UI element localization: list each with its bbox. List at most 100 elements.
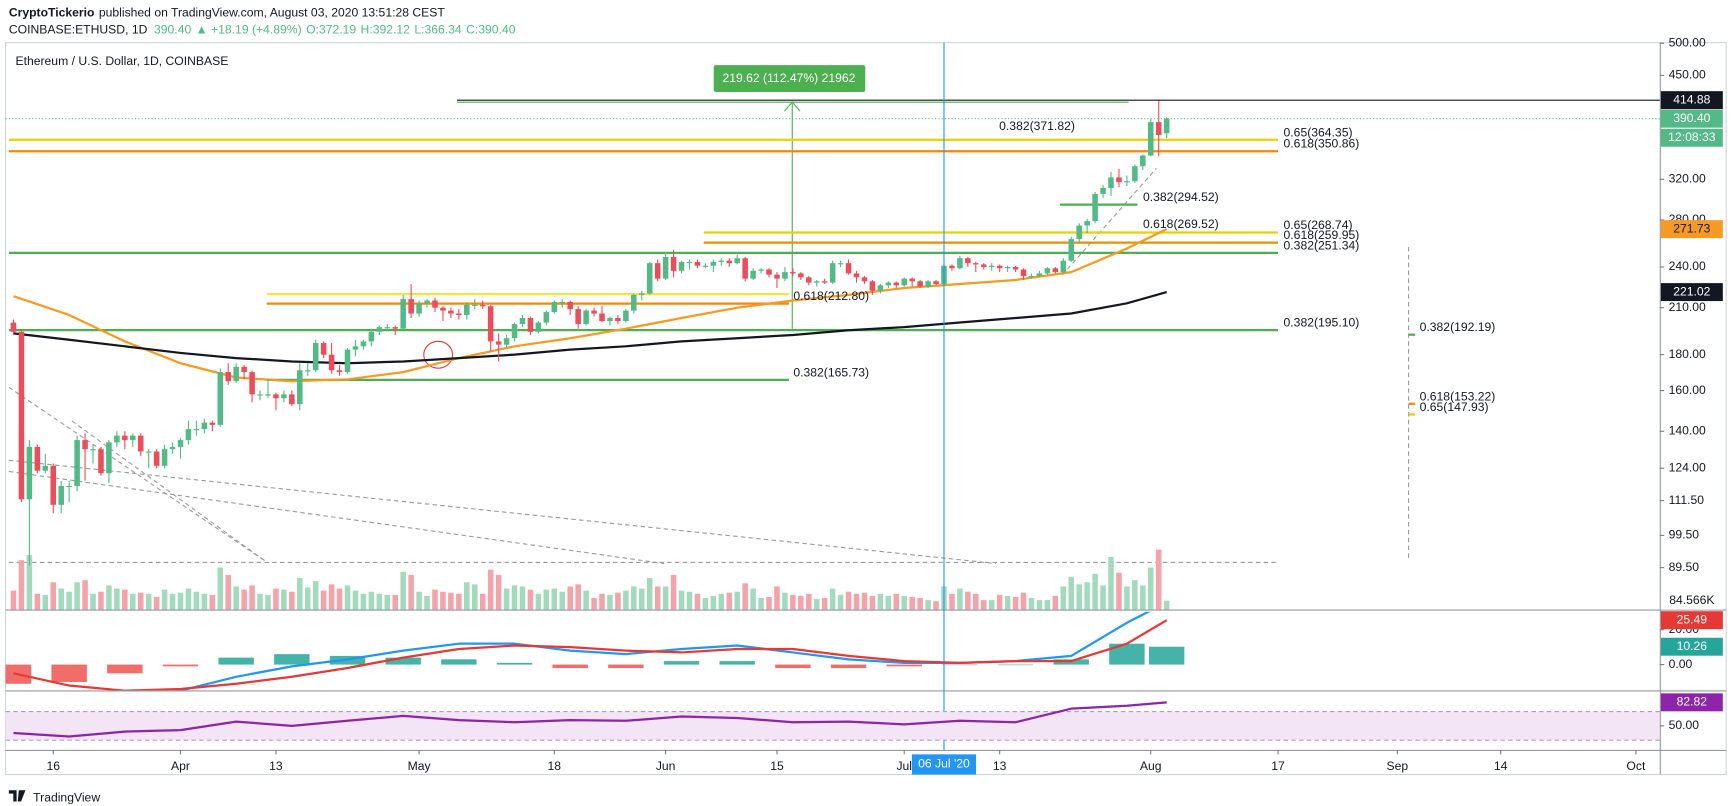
candle-body xyxy=(654,263,661,279)
volume-bar xyxy=(973,593,979,610)
candle-body xyxy=(742,258,748,279)
volume-bar xyxy=(153,596,160,610)
volume-bar xyxy=(893,593,900,610)
candle-body xyxy=(988,265,995,267)
volume-bar xyxy=(623,590,629,610)
candle-body xyxy=(535,322,542,332)
volume-bar xyxy=(591,598,597,610)
volume xyxy=(10,549,1170,610)
volume-bar xyxy=(996,594,1003,610)
volume-bar xyxy=(392,594,398,610)
measure-text: 219.62 (112.47%) 21962 xyxy=(722,71,855,85)
candle-body xyxy=(193,429,200,431)
change: ▲ +18.19 (+4.89%) xyxy=(196,22,302,36)
volume-bar xyxy=(169,593,176,610)
volume-bar xyxy=(312,581,319,610)
volume-bar xyxy=(42,594,49,610)
volume-bar xyxy=(806,593,812,610)
price-label: 25.49 xyxy=(1677,612,1708,626)
y-tick-label: 89.50 xyxy=(1669,560,1700,574)
candle-body xyxy=(273,394,279,399)
price-label: 10.26 xyxy=(1677,639,1708,653)
price-label-box xyxy=(1660,693,1723,712)
fib-label: 0.65(147.93) xyxy=(1420,400,1489,414)
y-tick-label: 450.00 xyxy=(1669,68,1706,82)
candle-body xyxy=(82,440,88,450)
macd-histogram-bar xyxy=(997,664,1034,666)
y-tick-label: 180.00 xyxy=(1669,347,1706,361)
x-tick-label: 13 xyxy=(269,759,283,773)
candle-body xyxy=(694,261,701,266)
volume-bar xyxy=(686,591,693,610)
header-line: CryptoTickerio published on TradingView.c… xyxy=(9,6,445,20)
candle-body xyxy=(750,270,756,279)
volume-bar xyxy=(360,593,367,610)
fib-label: 0.382(195.10) xyxy=(1284,316,1360,330)
volume-bar xyxy=(869,595,876,610)
volume-bar xyxy=(670,574,677,610)
volume-bar xyxy=(1092,573,1098,610)
macd-histogram-bar xyxy=(552,664,588,669)
fib-label: 0.382(251.34) xyxy=(1284,238,1360,252)
candle-body xyxy=(933,281,939,284)
volume-bar xyxy=(726,592,733,610)
macd-histogram-bar xyxy=(886,664,922,667)
volume-bar xyxy=(177,592,184,610)
volume-bar xyxy=(511,585,518,610)
macd-histogram-bar xyxy=(1109,643,1145,665)
volume-bar xyxy=(1004,595,1011,610)
moving-average xyxy=(13,291,1167,365)
candle-body xyxy=(543,312,550,323)
candle-body xyxy=(495,341,502,345)
volume-bar xyxy=(718,593,725,610)
volume-bar xyxy=(281,589,287,610)
candle-body xyxy=(623,310,629,322)
volume-bar xyxy=(90,593,96,610)
candle-body xyxy=(74,440,80,486)
countdown: 12:08:33 xyxy=(1668,130,1716,144)
candle-body xyxy=(511,324,518,339)
price-label-box xyxy=(1660,637,1723,656)
volume-bar xyxy=(193,591,200,610)
y-tick-label: 140.00 xyxy=(1669,423,1706,437)
x-tick-label: 14 xyxy=(1494,759,1508,773)
candle-body xyxy=(965,258,971,264)
volume-bar xyxy=(615,592,621,610)
trend-line xyxy=(8,386,266,562)
candle-body xyxy=(18,331,25,500)
measure-arrow-head xyxy=(784,101,801,112)
trend-line xyxy=(71,420,266,562)
volume-bar xyxy=(114,588,120,610)
candle-body xyxy=(551,301,558,313)
candle-body xyxy=(50,465,57,505)
fib-label: 0.382(371.82) xyxy=(999,119,1075,133)
volume-bar xyxy=(758,598,764,610)
macd-histogram-bar xyxy=(830,664,867,669)
candle-body xyxy=(1004,266,1011,269)
volume-bar xyxy=(980,600,987,610)
volume-bar xyxy=(694,593,701,610)
candle-body xyxy=(161,449,168,466)
volume-bar xyxy=(901,595,907,610)
volume-bar xyxy=(145,593,152,610)
volume-bar xyxy=(1116,572,1122,610)
candle-body xyxy=(758,269,764,271)
candle-body xyxy=(384,327,391,329)
volume-bar xyxy=(448,592,454,610)
macd-histogram-bar xyxy=(719,661,755,665)
y-tick-label: 210.00 xyxy=(1669,300,1706,314)
candle-body xyxy=(201,422,208,430)
price-label-box xyxy=(1660,611,1723,630)
candle-body xyxy=(686,261,693,264)
volume-bar xyxy=(543,589,550,610)
price-label: 414.88 xyxy=(1673,92,1710,106)
volume-bar xyxy=(384,594,391,610)
volume-bar xyxy=(26,554,33,610)
candle-body xyxy=(424,300,430,304)
volume-bar xyxy=(750,588,756,610)
volume-bar xyxy=(1108,557,1114,610)
volume-bar xyxy=(58,588,64,610)
volume-bar xyxy=(209,594,216,610)
candle-body xyxy=(1020,269,1027,277)
candle-body xyxy=(1116,177,1122,183)
